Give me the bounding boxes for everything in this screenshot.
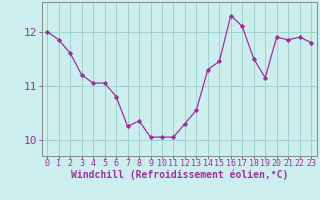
X-axis label: Windchill (Refroidissement éolien,°C): Windchill (Refroidissement éolien,°C) (70, 170, 288, 180)
